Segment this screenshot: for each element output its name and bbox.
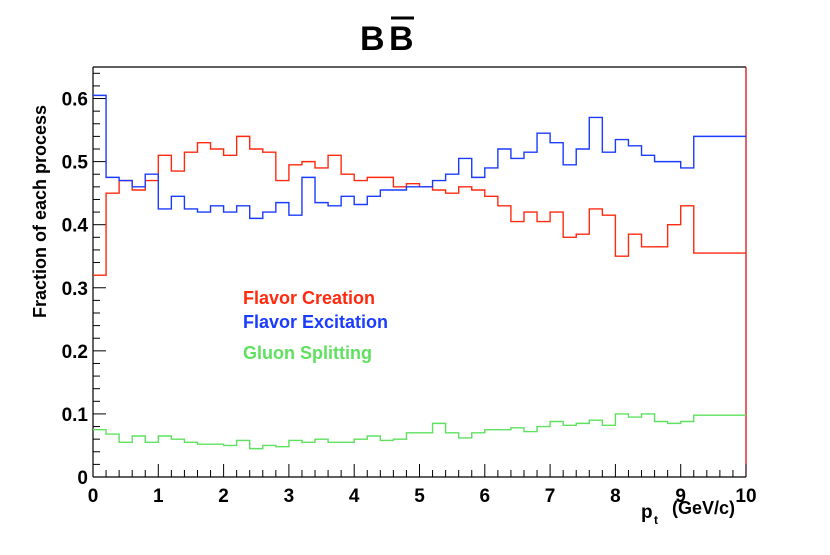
x-tick-label: 5: [414, 486, 425, 507]
x-axis-label: p t (GeV/c): [641, 498, 735, 527]
x-axis-label-p: p: [641, 502, 653, 523]
y-tick-label: 0.5: [62, 153, 89, 174]
x-tick-label: 9: [675, 486, 686, 507]
x-axis-label-sub: t: [654, 513, 658, 527]
x-tick-label: 3: [284, 486, 295, 507]
y-tick-label: 0.3: [62, 279, 88, 300]
y-axis-label: Fraction of each process: [30, 105, 50, 318]
y-tick-label: 0.2: [62, 342, 88, 363]
x-tick-label: 4: [349, 486, 360, 507]
legend: Flavor Creation Flavor Excitation Gluon …: [243, 288, 388, 363]
legend-flavor-excitation: Flavor Excitation: [243, 312, 388, 332]
y-tick-label: 0: [77, 468, 88, 489]
x-tick-label: 0: [88, 486, 99, 507]
y-axis-tick-labels: 0 0.1 0.2 0.3 0.4 0.5 0.6: [62, 90, 89, 489]
x-tick-label: 8: [610, 486, 621, 507]
y-tick-label: 0.1: [62, 405, 89, 426]
x-tick-label: 1: [153, 486, 164, 507]
x-axis-label-unit: (GeV/c): [672, 498, 735, 518]
x-tick-label: 10: [735, 486, 756, 507]
series-gluon-splitting: [93, 413, 746, 450]
y-axis-ticks: [93, 72, 106, 478]
x-tick-label: 6: [480, 486, 491, 507]
y-tick-label: 0.6: [62, 90, 88, 111]
x-axis-tick-labels: 0 1 2 3 4 5 6 7 8 9 10: [88, 486, 757, 507]
series-flavor-excitation: [93, 94, 746, 220]
chart-title: B B: [360, 16, 414, 58]
title-bbar: B: [389, 20, 414, 58]
legend-gluon-splitting: Gluon Splitting: [243, 343, 372, 363]
series-flavor-creation: [93, 135, 746, 276]
plot-frame: [92, 66, 747, 478]
x-axis-ticks: [92, 464, 747, 477]
series-group: [93, 94, 746, 450]
x-tick-label: 7: [545, 486, 556, 507]
title-b: B: [360, 20, 385, 58]
x-tick-label: 2: [218, 486, 229, 507]
legend-flavor-creation: Flavor Creation: [243, 288, 375, 308]
y-tick-label: 0.4: [62, 216, 89, 237]
